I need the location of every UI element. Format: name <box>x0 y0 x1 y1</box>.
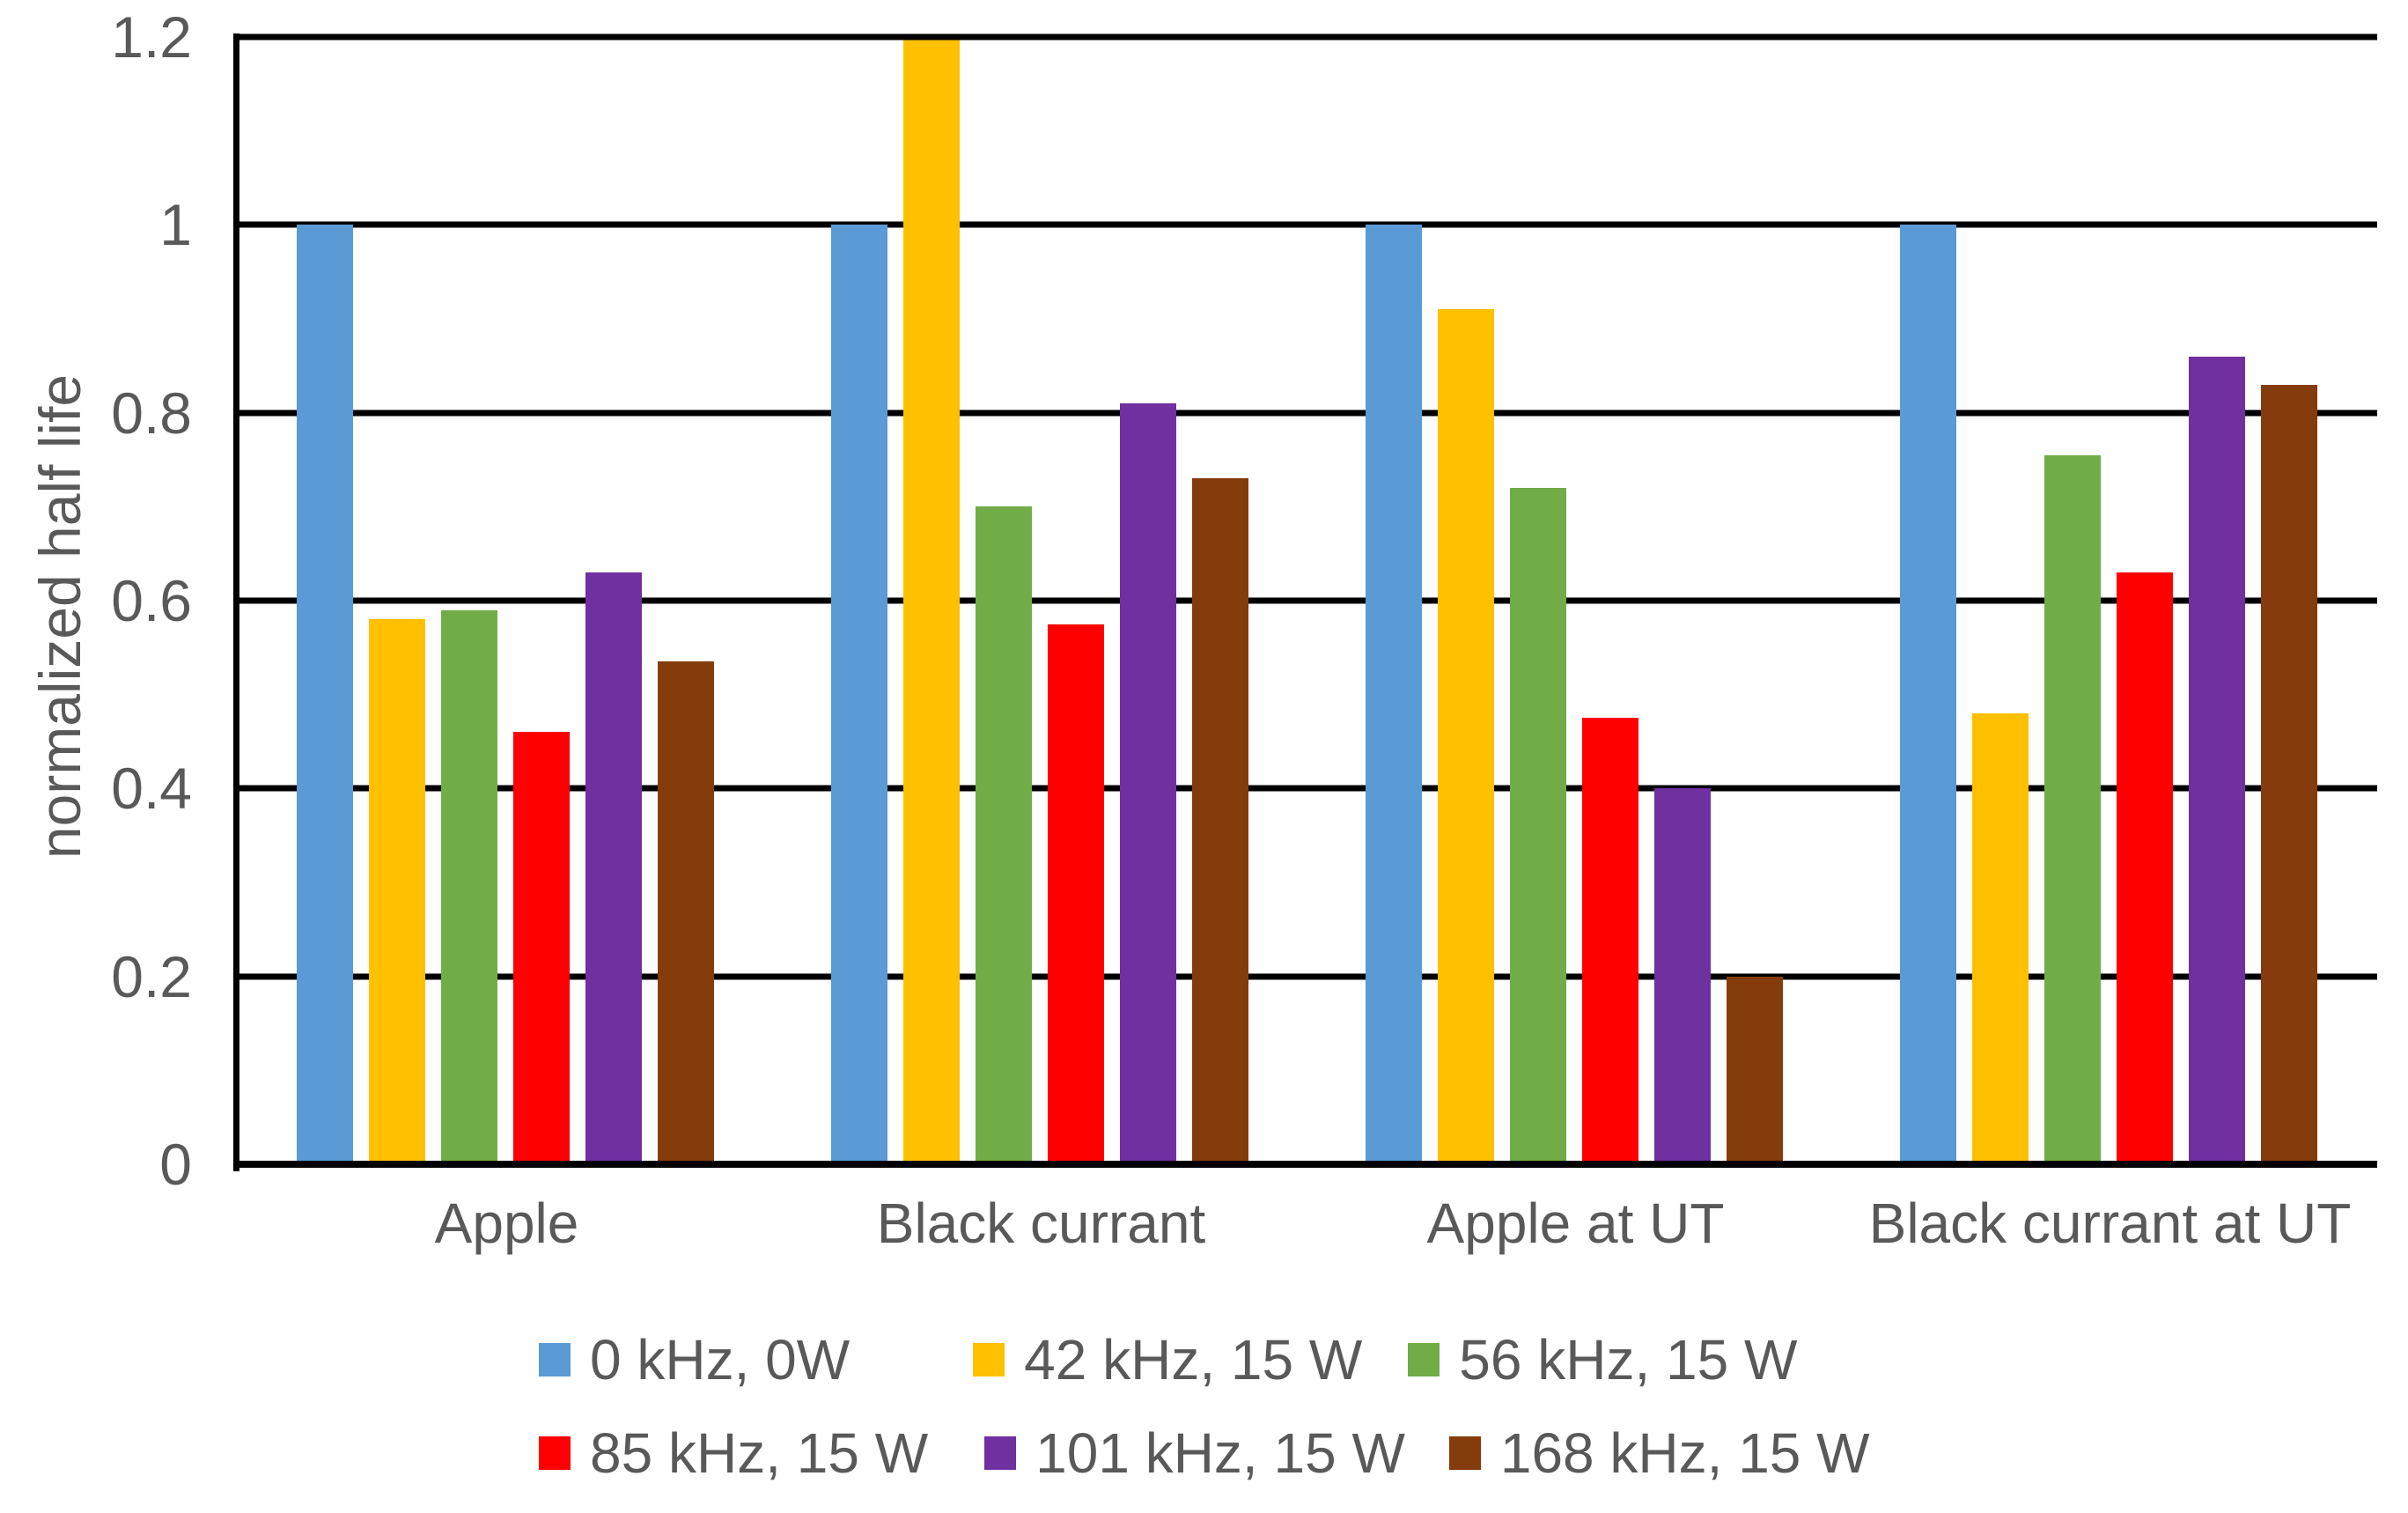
legend: 0 kHz, 0W 42 kHz, 15 W 56 kHz, 15 W 85 kHz,… <box>539 1317 1870 1495</box>
legend-label: 42 kHz, 15 W <box>1024 1328 1363 1391</box>
plot-area <box>233 33 2377 1171</box>
gridline <box>239 973 2377 980</box>
bar <box>2189 356 2245 1164</box>
legend-marker <box>973 1343 1005 1376</box>
y-tick-label: 1.2 <box>111 4 192 70</box>
bar <box>1654 788 1711 1164</box>
bar <box>1438 309 1494 1164</box>
legend-label: 85 kHz, 15 W <box>590 1421 929 1485</box>
bar <box>585 572 642 1164</box>
bar <box>903 37 960 1164</box>
legend-item: 85 kHz, 15 W <box>539 1421 928 1486</box>
bar <box>831 225 887 1164</box>
legend-item: 101 kHz, 15 W <box>984 1421 1405 1486</box>
bar <box>1727 976 1783 1164</box>
legend-row: 85 kHz, 15 W 101 kHz, 15 W 168 kHz, 15 W <box>539 1411 1870 1495</box>
x-category-label: Black currant <box>876 1192 1206 1255</box>
bar <box>513 732 570 1164</box>
bar <box>1972 713 2029 1164</box>
y-tick-label: 0 <box>159 1132 192 1197</box>
x-category-label: Apple <box>434 1192 579 1255</box>
legend-marker <box>539 1436 571 1470</box>
bar <box>441 609 497 1164</box>
bar <box>1510 488 1566 1164</box>
legend-item: 42 kHz, 15 W <box>973 1327 1362 1392</box>
gridline <box>239 33 2377 41</box>
bar <box>1900 225 1956 1164</box>
legend-label: 0 kHz, 0W <box>590 1328 851 1391</box>
bar <box>2261 384 2317 1164</box>
bar-group <box>1900 37 2317 1164</box>
bar <box>1582 718 1638 1164</box>
legend-label: 168 kHz, 15 W <box>1499 1421 1870 1485</box>
bar <box>1048 624 1104 1164</box>
gridline <box>239 785 2377 792</box>
bar-group <box>297 37 714 1164</box>
bar <box>658 661 714 1164</box>
legend-marker <box>1448 1436 1481 1470</box>
x-category-label: Apple at UT <box>1426 1192 1725 1255</box>
gridline <box>239 410 2377 417</box>
legend-item: 168 kHz, 15 W <box>1448 1421 1870 1486</box>
bar <box>369 619 425 1164</box>
bar <box>1192 478 1248 1164</box>
y-tick-label: 0.4 <box>111 756 192 822</box>
y-tick-label: 1 <box>159 192 192 258</box>
bar <box>2117 572 2173 1164</box>
x-axis-line <box>233 1161 2377 1168</box>
bar <box>976 506 1032 1164</box>
legend-label: 56 kHz, 15 W <box>1459 1328 1798 1391</box>
legend-label: 101 kHz, 15 W <box>1035 1421 1405 1485</box>
bar-group <box>1366 37 1783 1164</box>
bar <box>2044 454 2101 1164</box>
legend-marker <box>1408 1343 1440 1376</box>
legend-item: 56 kHz, 15 W <box>1408 1327 1797 1392</box>
bar <box>1120 403 1176 1164</box>
y-tick-label: 0.6 <box>111 568 192 633</box>
bar <box>297 225 353 1164</box>
gridline <box>239 221 2377 228</box>
bar <box>1366 225 1422 1164</box>
y-tick-label: 0.8 <box>111 380 192 446</box>
legend-marker <box>539 1343 571 1376</box>
x-category-label: Black currant at UT <box>1868 1192 2352 1255</box>
legend-item: 0 kHz, 0W <box>539 1327 850 1392</box>
legend-marker <box>984 1436 1017 1470</box>
bar-group <box>831 37 1248 1164</box>
gridline <box>239 597 2377 604</box>
legend-row: 0 kHz, 0W 42 kHz, 15 W 56 kHz, 15 W <box>539 1317 1870 1402</box>
y-tick-label: 0.2 <box>111 943 192 1009</box>
y-axis-line <box>233 33 239 1171</box>
